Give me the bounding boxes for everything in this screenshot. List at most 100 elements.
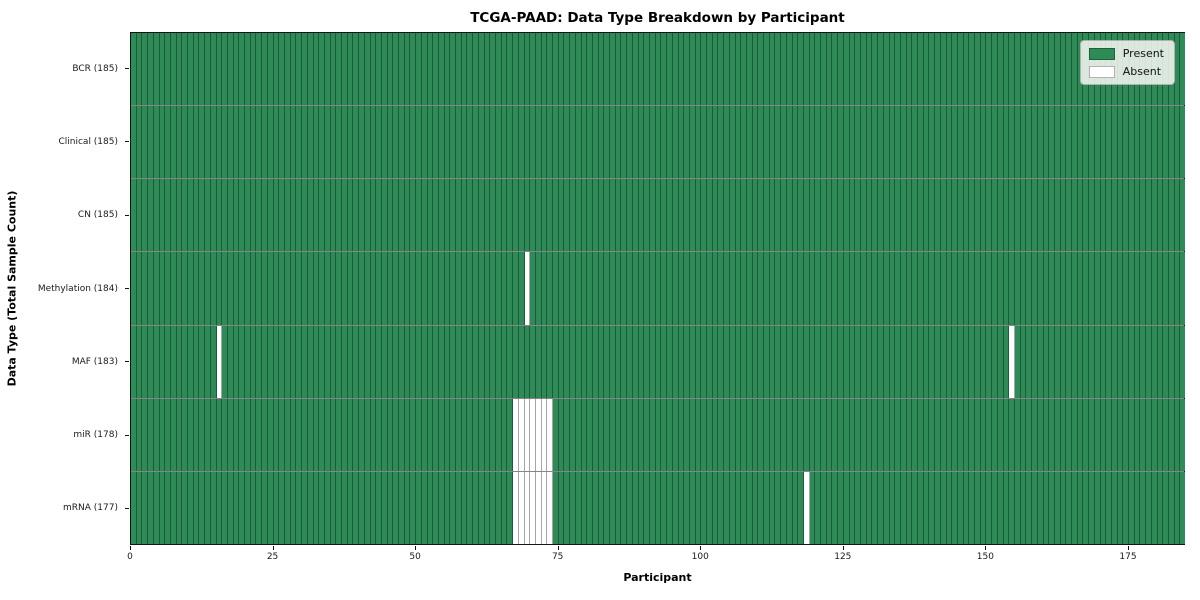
heatmap-cell	[940, 252, 947, 325]
heatmap-cell	[404, 252, 411, 325]
heatmap-cell	[604, 252, 611, 325]
heatmap-cell	[461, 33, 468, 106]
heatmap-cell	[895, 325, 901, 398]
heatmap-cell	[142, 33, 149, 106]
heatmap-cell	[826, 179, 833, 252]
heatmap-cell	[399, 471, 405, 544]
heatmap-cell	[1123, 252, 1130, 325]
heatmap-cell	[227, 33, 234, 106]
heatmap-cell	[969, 179, 976, 252]
heatmap-cell	[381, 33, 388, 106]
heatmap-cell	[410, 471, 417, 544]
heatmap-row-Methylation	[131, 252, 1186, 326]
heatmap-cell	[416, 252, 422, 325]
heatmap-cell	[975, 398, 981, 471]
heatmap-cell	[809, 179, 816, 252]
heatmap-cell	[638, 106, 645, 179]
heatmap-cell	[1117, 252, 1124, 325]
heatmap-cell	[530, 471, 536, 544]
heatmap-cell	[878, 106, 884, 179]
heatmap-cell	[644, 33, 650, 106]
heatmap-cell	[1157, 252, 1164, 325]
ytick-mark	[125, 361, 129, 363]
heatmap-cell	[513, 398, 519, 471]
heatmap-cell	[758, 33, 765, 106]
heatmap-cell	[267, 33, 274, 106]
heatmap-cell	[570, 33, 576, 106]
heatmap-cell	[364, 325, 371, 398]
heatmap-cell	[484, 179, 491, 252]
heatmap-cell	[889, 252, 896, 325]
heatmap-cell	[1003, 33, 1010, 106]
heatmap-cell	[1180, 179, 1186, 252]
heatmap-cell	[975, 33, 981, 106]
heatmap-cell	[182, 179, 189, 252]
heatmap-cell	[963, 252, 970, 325]
heatmap-cell	[1003, 325, 1010, 398]
heatmap-cell	[815, 106, 822, 179]
heatmap-cell	[940, 106, 947, 179]
heatmap-cell	[1151, 106, 1158, 179]
heatmap-cell	[644, 106, 650, 179]
heatmap-cell	[575, 471, 582, 544]
heatmap-cell	[473, 33, 479, 106]
heatmap-cell	[935, 471, 941, 544]
heatmap-cell	[610, 398, 616, 471]
heatmap-cell	[381, 179, 388, 252]
heatmap-cell	[769, 398, 776, 471]
heatmap-cell	[752, 325, 759, 398]
heatmap-cell	[450, 252, 457, 325]
heatmap-cell	[781, 325, 787, 398]
heatmap-cell	[239, 252, 246, 325]
heatmap-cell	[1100, 471, 1107, 544]
heatmap-cell	[781, 398, 787, 471]
heatmap-cell	[1089, 252, 1095, 325]
heatmap-cell	[1100, 325, 1107, 398]
heatmap-cell	[302, 179, 308, 252]
heatmap-cell	[1009, 471, 1015, 544]
heatmap-cell	[1043, 252, 1050, 325]
heatmap-cell	[918, 179, 924, 252]
heatmap-cell	[227, 398, 234, 471]
heatmap-cell	[1066, 33, 1073, 106]
heatmap-cell	[245, 179, 251, 252]
heatmap-cell	[490, 325, 496, 398]
heatmap-cell	[1077, 179, 1084, 252]
heatmap-cell	[1037, 252, 1044, 325]
heatmap-cell	[792, 33, 799, 106]
heatmap-cell	[729, 252, 736, 325]
legend-item-present: Present	[1088, 47, 1164, 60]
heatmap-cell	[136, 179, 143, 252]
heatmap-cell	[541, 179, 548, 252]
heatmap-cell	[701, 179, 708, 252]
heatmap-cell	[815, 398, 822, 471]
heatmap-cell	[735, 33, 742, 106]
heatmap-cell	[1009, 106, 1015, 179]
heatmap-cell	[610, 325, 616, 398]
heatmap-cell	[136, 398, 143, 471]
heatmap-cell	[906, 179, 913, 252]
heatmap-cell	[957, 471, 964, 544]
heatmap-cell	[621, 398, 628, 471]
heatmap-cell	[1054, 325, 1061, 398]
heatmap-cell	[267, 325, 274, 398]
heatmap-cell	[159, 471, 166, 544]
heatmap-cell	[781, 252, 787, 325]
heatmap-cell	[427, 106, 434, 179]
heatmap-cell	[581, 325, 588, 398]
heatmap-cell	[1100, 106, 1107, 179]
heatmap-cell	[427, 325, 434, 398]
heatmap-cell	[342, 471, 348, 544]
heatmap-cell	[182, 325, 189, 398]
xtick-label-125: 125	[834, 552, 852, 562]
heatmap-cell	[649, 325, 656, 398]
heatmap-cell	[940, 325, 947, 398]
heatmap-cell	[786, 179, 793, 252]
heatmap-cell	[547, 252, 554, 325]
heatmap-cell	[473, 471, 479, 544]
heatmap-cell	[746, 398, 753, 471]
heatmap-cell	[1157, 325, 1164, 398]
heatmap-cell	[1180, 325, 1186, 398]
heatmap-cell	[381, 398, 388, 471]
heatmap-cell	[342, 325, 348, 398]
